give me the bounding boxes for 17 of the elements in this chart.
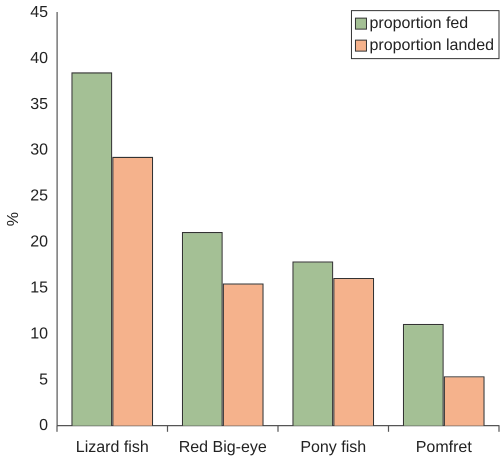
y-tick-label: 20 xyxy=(30,234,48,251)
y-tick-label: 30 xyxy=(30,142,48,159)
x-tick-label: Pony fish xyxy=(300,438,366,456)
y-axis-title: % xyxy=(5,212,22,226)
y-tick-label: 5 xyxy=(39,371,48,388)
y-tick-label: 10 xyxy=(30,325,48,342)
x-tick-label: Pomfret xyxy=(416,438,472,456)
legend-label: proportion fed xyxy=(369,15,468,32)
y-tick-label: 0 xyxy=(39,417,48,434)
legend-label: proportion landed xyxy=(369,37,494,54)
y-tick-label: 45 xyxy=(30,4,48,22)
y-tick-label: 40 xyxy=(30,50,48,67)
x-tick-label: Lizard fish xyxy=(76,438,149,456)
x-tick-label: Red Big-eye xyxy=(178,438,267,456)
y-tick-label: 25 xyxy=(30,188,48,205)
y-tick-label: 35 xyxy=(30,96,48,113)
y-tick-label: 15 xyxy=(30,279,48,296)
